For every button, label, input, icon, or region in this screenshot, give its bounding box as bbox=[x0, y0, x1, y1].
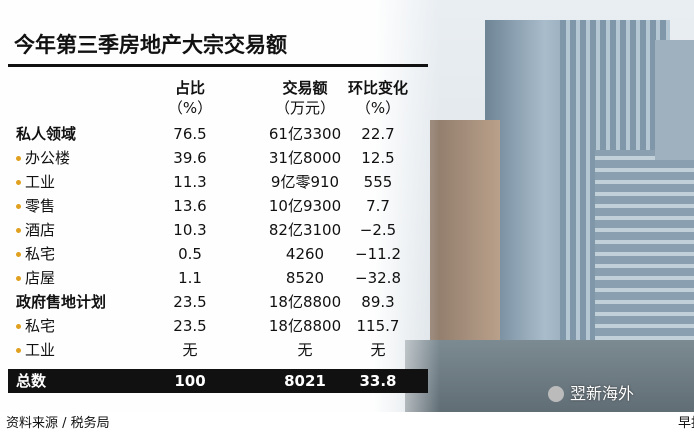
building bbox=[655, 40, 694, 160]
table-panel bbox=[0, 0, 440, 412]
credit: 早报 bbox=[678, 416, 694, 431]
bullet bbox=[16, 204, 21, 209]
group-label: 政府售地计划 bbox=[16, 293, 107, 311]
cell: 无 bbox=[370, 341, 386, 359]
item-label: 私宅 bbox=[25, 317, 56, 335]
watermark: 翌新海外 bbox=[570, 384, 635, 403]
cell: 89.3 bbox=[361, 293, 395, 311]
footer-bar bbox=[0, 412, 694, 434]
cell: 33.8 bbox=[359, 372, 397, 390]
cell: 115.7 bbox=[356, 317, 400, 335]
cell: 7.7 bbox=[366, 197, 390, 215]
cell: 82亿3100 bbox=[268, 221, 342, 239]
bullet bbox=[16, 324, 21, 329]
cell: 23.5 bbox=[173, 317, 207, 335]
cell: −11.2 bbox=[355, 245, 401, 263]
cell: 555 bbox=[363, 173, 393, 191]
cell: 8520 bbox=[285, 269, 325, 287]
street bbox=[405, 340, 694, 420]
bullet bbox=[16, 228, 21, 233]
item-label: 工业 bbox=[25, 341, 56, 359]
bullet bbox=[16, 156, 21, 161]
item-label: 办公楼 bbox=[25, 149, 71, 167]
title-rule bbox=[8, 64, 428, 67]
cell: （%） bbox=[167, 99, 213, 117]
cell: 12.5 bbox=[361, 149, 395, 167]
cell: 22.7 bbox=[361, 125, 395, 143]
bullet bbox=[16, 348, 21, 353]
cell: 4260 bbox=[285, 245, 325, 263]
cell: 31亿8000 bbox=[268, 149, 342, 167]
cell: 10.3 bbox=[173, 221, 207, 239]
item-label: 零售 bbox=[25, 197, 56, 215]
group-label: 私人领域 bbox=[16, 125, 77, 143]
item-label: 店屋 bbox=[25, 269, 56, 287]
cell: 9亿零910 bbox=[270, 173, 340, 191]
total-label: 总数 bbox=[16, 372, 47, 390]
cell: −32.8 bbox=[355, 269, 401, 287]
cell: 39.6 bbox=[173, 149, 207, 167]
item-label: 私宅 bbox=[25, 245, 56, 263]
item-label: 工业 bbox=[25, 173, 56, 191]
title: 今年第三季房地产大宗交易额 bbox=[14, 33, 287, 57]
cell: 100 bbox=[174, 372, 206, 390]
cell: 无 bbox=[297, 341, 313, 359]
cell: 10亿9300 bbox=[268, 197, 342, 215]
bullet bbox=[16, 276, 21, 281]
item-label: 酒店 bbox=[25, 221, 56, 239]
cell: 8021 bbox=[284, 372, 326, 390]
cell: 占比 bbox=[174, 79, 205, 97]
cell: 交易额 bbox=[282, 79, 328, 97]
cell: −2.5 bbox=[359, 221, 397, 239]
cell: 环比变化 bbox=[347, 79, 408, 97]
cell: （万元） bbox=[274, 99, 335, 117]
source: 资料来源 / 税务局 bbox=[6, 416, 110, 431]
bullet bbox=[16, 180, 21, 185]
cell: 1.1 bbox=[178, 269, 202, 287]
cell: （%） bbox=[355, 99, 401, 117]
total-bar bbox=[8, 369, 428, 393]
cell: 23.5 bbox=[173, 293, 207, 311]
cell: 11.3 bbox=[173, 173, 207, 191]
bullet bbox=[16, 252, 21, 257]
logo bbox=[548, 386, 564, 402]
cell: 76.5 bbox=[173, 125, 207, 143]
cell: 13.6 bbox=[173, 197, 207, 215]
cell: 18亿8800 bbox=[268, 293, 342, 311]
cell: 18亿8800 bbox=[268, 317, 342, 335]
cell: 61亿3300 bbox=[268, 125, 342, 143]
cell: 无 bbox=[182, 341, 198, 359]
cell: 0.5 bbox=[178, 245, 202, 263]
